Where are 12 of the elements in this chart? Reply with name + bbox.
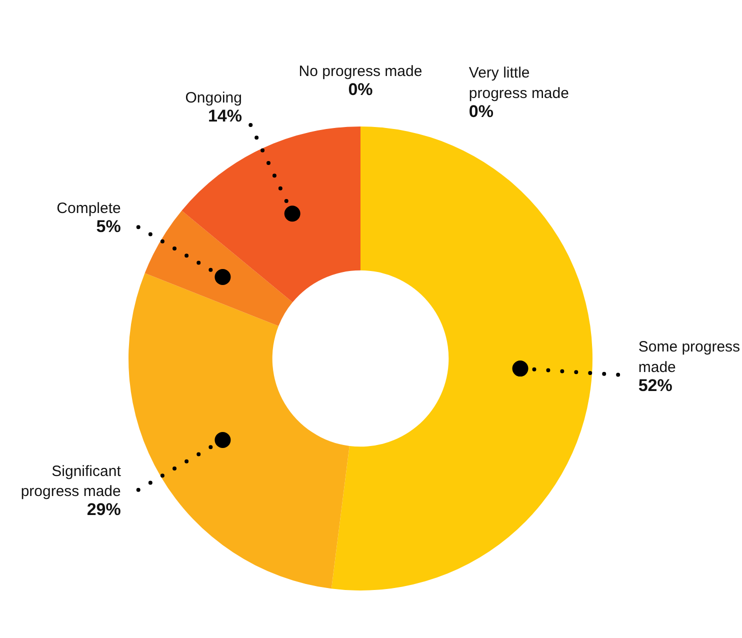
slice-label: Some progress made bbox=[638, 338, 740, 376]
text: 0% bbox=[348, 80, 373, 100]
data-label: 29% bbox=[86, 500, 121, 520]
category-label: Very little progress made bbox=[468, 64, 569, 102]
category-label: No progress made bbox=[298, 63, 422, 80]
data-label: 52% bbox=[638, 376, 672, 395]
data-label: 14% bbox=[208, 106, 242, 126]
text: 0% bbox=[468, 102, 494, 122]
slice-label: Complete bbox=[56, 200, 121, 217]
data-label: 5% bbox=[96, 216, 121, 236]
slice-label: Ongoing bbox=[185, 90, 242, 107]
slice-label: Significant progress made bbox=[20, 462, 122, 500]
